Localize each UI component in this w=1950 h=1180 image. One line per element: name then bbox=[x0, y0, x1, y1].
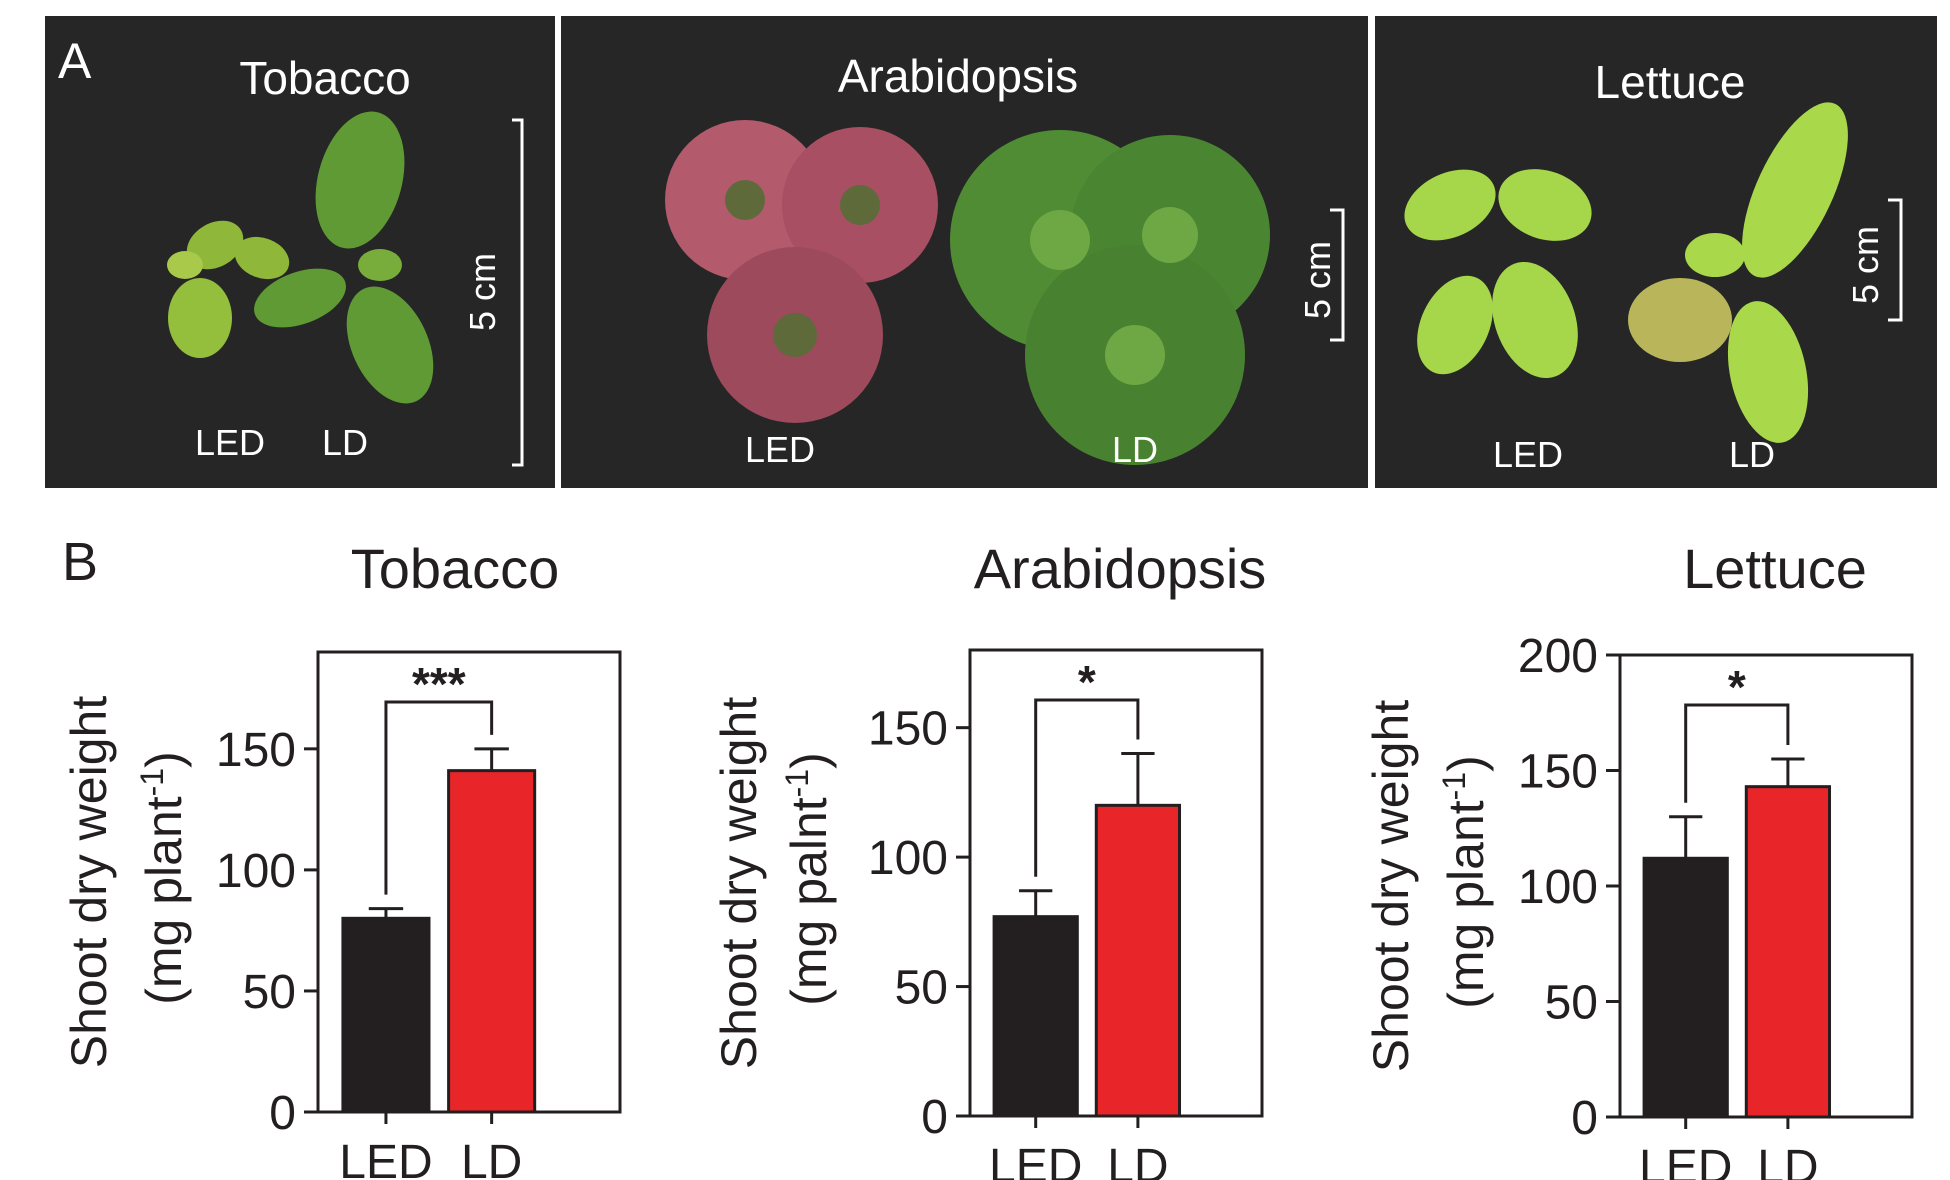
y-axis-unit-superscript: -1 bbox=[134, 768, 170, 796]
significance-bracket bbox=[1034, 698, 1140, 877]
arabidopsis-led-plants bbox=[665, 120, 938, 423]
y-tick-label: 50 bbox=[1545, 977, 1598, 1030]
photo-label-arabidopsis-led: LED bbox=[745, 429, 815, 470]
x-tick-label: LED bbox=[1639, 1141, 1732, 1180]
panel-a-label: A bbox=[58, 33, 92, 89]
panel-b-label: B bbox=[62, 532, 98, 592]
bar-led bbox=[992, 915, 1079, 1118]
y-axis-unit-superscript: -1 bbox=[1436, 772, 1472, 800]
y-axis-unit-text: (mg palnt bbox=[781, 797, 837, 1006]
scale-bar-tobacco bbox=[512, 118, 524, 467]
y-axis-unit-text: (mg plant bbox=[136, 796, 192, 1005]
significance-marker: * bbox=[1078, 656, 1096, 708]
photo-label-arabidopsis-ld: LD bbox=[1112, 429, 1158, 470]
y-axis-unit: (mg plant-1) bbox=[1436, 755, 1494, 1009]
photo-title-tobacco: Tobacco bbox=[239, 52, 410, 104]
scale-label-lettuce: 5 cm bbox=[1845, 226, 1886, 304]
lettuce-led-plant bbox=[1404, 169, 1592, 379]
y-tick-label: 100 bbox=[1518, 861, 1598, 914]
y-axis-title: Shoot dry weight bbox=[1363, 700, 1419, 1073]
scale-bar-arabidopsis bbox=[1330, 208, 1345, 342]
photo-label-lettuce-led: LED bbox=[1493, 434, 1563, 475]
bar-ld bbox=[1744, 785, 1832, 1119]
y-axis-unit: (mg plant-1) bbox=[134, 751, 192, 1005]
photo-title-arabidopsis: Arabidopsis bbox=[838, 50, 1078, 102]
y-tick-label: 150 bbox=[868, 703, 948, 756]
photo-title-lettuce: Lettuce bbox=[1595, 56, 1746, 108]
significance-marker: * bbox=[1728, 661, 1746, 713]
chart-lettuce: Lettuce Shoot dry weight (mg plant-1) 0 50 10… bbox=[1363, 537, 1914, 1180]
y-tick-label: 150 bbox=[1518, 746, 1598, 799]
y-axis-unit: (mg palnt-1) bbox=[779, 752, 837, 1006]
y-tick-label: 100 bbox=[868, 832, 948, 885]
chart-title: Lettuce bbox=[1683, 537, 1867, 600]
bar-led bbox=[1642, 856, 1729, 1119]
y-tick-label: 50 bbox=[243, 966, 296, 1019]
y-axis-unit-close: ) bbox=[1438, 755, 1494, 772]
y-tick-label: 0 bbox=[921, 1091, 948, 1144]
photo-label-tobacco-led: LED bbox=[195, 422, 265, 463]
scale-label-tobacco: 5 cm bbox=[462, 253, 503, 331]
chart-tobacco: Tobacco Shoot dry weight (mg plant-1) 0 50 10… bbox=[61, 537, 622, 1180]
y-axis-title: Shoot dry weight bbox=[61, 696, 117, 1069]
y-axis-unit-superscript: -1 bbox=[779, 769, 815, 797]
chart-title: Arabidopsis bbox=[974, 537, 1267, 600]
photo-label-tobacco-ld: LD bbox=[322, 422, 368, 463]
bar-ld bbox=[447, 769, 537, 1114]
y-tick-label: 150 bbox=[216, 724, 296, 777]
x-tick-label: LD bbox=[1757, 1141, 1818, 1180]
panel-a: A Tobacco LED LD 5 cm Arabidopsis bbox=[45, 16, 1937, 488]
y-tick-label: 100 bbox=[216, 845, 296, 898]
scale-bar-lettuce bbox=[1888, 198, 1903, 322]
x-tick-label: LED bbox=[989, 1140, 1082, 1180]
y-tick-label: 0 bbox=[1571, 1092, 1598, 1145]
chart-arabidopsis: Arabidopsis Shoot dry weight (mg palnt-1) 0… bbox=[711, 537, 1266, 1180]
significance-marker: *** bbox=[412, 658, 466, 710]
y-axis-title: Shoot dry weight bbox=[711, 697, 767, 1070]
photo-panel-lettuce bbox=[1375, 16, 1937, 488]
y-tick-label: 50 bbox=[895, 962, 948, 1015]
bar-led bbox=[341, 916, 431, 1114]
x-tick-label: LD bbox=[461, 1136, 522, 1180]
chart-title: Tobacco bbox=[351, 537, 560, 600]
bar-ld bbox=[1094, 803, 1182, 1118]
photo-label-lettuce-ld: LD bbox=[1729, 434, 1775, 475]
significance-bracket bbox=[384, 700, 494, 895]
tobacco-ld-plant bbox=[254, 111, 434, 404]
photo-panel-tobacco bbox=[45, 16, 555, 488]
y-axis-unit-close: ) bbox=[781, 752, 837, 769]
tobacco-led-plant bbox=[167, 220, 290, 358]
y-axis-unit-text: (mg plant bbox=[1438, 800, 1494, 1009]
x-tick-label: LD bbox=[1107, 1140, 1168, 1180]
arabidopsis-ld-plants bbox=[950, 130, 1270, 465]
x-tick-label: LED bbox=[339, 1136, 432, 1180]
y-axis-unit-close: ) bbox=[136, 751, 192, 768]
lettuce-ld-plant bbox=[1628, 102, 1848, 443]
y-tick-label: 0 bbox=[269, 1087, 296, 1140]
scale-label-arabidopsis: 5 cm bbox=[1297, 241, 1338, 319]
y-tick-label: 200 bbox=[1518, 630, 1598, 683]
significance-bracket bbox=[1684, 703, 1790, 803]
